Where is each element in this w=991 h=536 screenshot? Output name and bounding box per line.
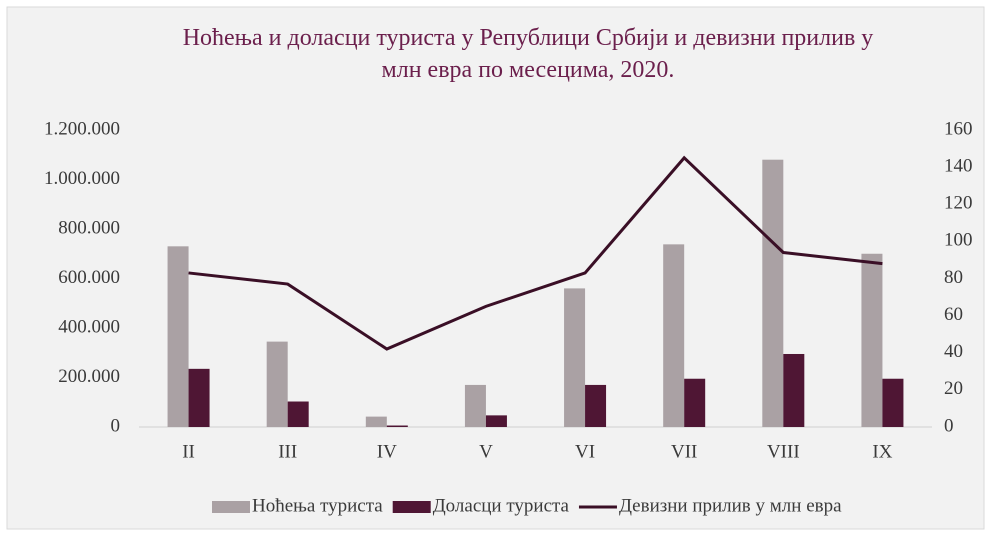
y2-tick-label: 20 [944, 378, 963, 399]
y-tick-label: 800.000 [58, 217, 120, 238]
y2-tick-label: 60 [944, 304, 963, 325]
bar [287, 401, 309, 427]
y-tick-label: 400.000 [58, 316, 120, 337]
y2-tick-label: 100 [944, 230, 973, 251]
bar [684, 378, 706, 427]
bar [783, 353, 805, 427]
x-tick-label: III [278, 441, 297, 462]
y2-tick-label: 120 [944, 193, 973, 214]
y-tick-label: 0 [111, 415, 121, 436]
x-tick-label: VIII [767, 441, 800, 462]
x-tick-label: II [182, 441, 195, 462]
line-series [188, 155, 883, 351]
y2-tick-label: 140 [944, 155, 973, 176]
bar [464, 384, 486, 427]
bar [564, 288, 586, 427]
y-tick-label: 1.200.000 [44, 118, 120, 139]
y2-tick-label: 40 [944, 341, 963, 362]
legend-swatch [212, 501, 250, 513]
bar [861, 253, 883, 427]
bar [365, 416, 387, 427]
legend-label: Доласци туриста [433, 495, 570, 516]
x-tick-label: IX [872, 441, 892, 462]
x-tick-label: IV [377, 441, 397, 462]
legend-label: Девизни прилив у млн евра [619, 495, 842, 516]
y-tick-label: 600.000 [58, 267, 120, 288]
y2-tick-label: 0 [944, 415, 954, 436]
chart-title: Ноћења и доласци туриста у Републици Срб… [183, 25, 874, 83]
bar [882, 378, 904, 427]
bar [663, 244, 685, 427]
y-tick-label: 200.000 [58, 366, 120, 387]
bar [266, 341, 288, 427]
y2-tick-label: 160 [944, 118, 973, 139]
x-tick-label: V [479, 441, 493, 462]
y2-tick-label: 80 [944, 267, 963, 288]
bar [585, 384, 607, 427]
bar [188, 368, 210, 427]
x-tick-label: VI [575, 441, 595, 462]
chart-background [6, 6, 985, 530]
bar [386, 425, 408, 427]
y-tick-label: 1.000.000 [44, 168, 120, 189]
bar [485, 415, 507, 427]
bar [762, 159, 784, 427]
bar [167, 246, 189, 427]
legend-swatch [392, 501, 431, 513]
legend-label: Ноћења туриста [252, 495, 383, 516]
x-tick-label: VII [671, 441, 697, 462]
